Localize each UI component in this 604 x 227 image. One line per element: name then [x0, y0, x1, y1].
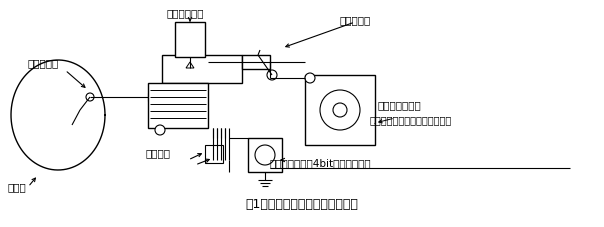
- Bar: [148, 83, 208, 128]
- Text: 電動シリンダ: 電動シリンダ: [166, 8, 204, 18]
- Circle shape: [333, 103, 347, 117]
- Bar: [205, 145, 223, 163]
- Circle shape: [155, 125, 165, 135]
- Text: コントローラ（4bitコードＳＷ）: コントローラ（4bitコードＳＷ）: [270, 158, 371, 168]
- Text: 動作ＳＷ: 動作ＳＷ: [145, 148, 170, 158]
- Text: 図1　耕深・作業速度の制御方式: 図1 耕深・作業速度の制御方式: [246, 198, 358, 211]
- Circle shape: [320, 90, 360, 130]
- Bar: [175, 22, 205, 57]
- Text: 作業機ヒッチの: 作業機ヒッチの: [378, 100, 422, 110]
- Circle shape: [86, 93, 94, 101]
- Text: ポジションコントロールバルブ: ポジションコントロールバルブ: [370, 115, 452, 125]
- Circle shape: [255, 145, 275, 165]
- Bar: [305, 75, 375, 145]
- Polygon shape: [186, 62, 194, 68]
- Bar: [162, 55, 242, 83]
- Text: 昇降レバー: 昇降レバー: [340, 15, 371, 25]
- Text: ＨＳＴ: ＨＳＴ: [8, 182, 27, 192]
- Bar: [242, 55, 270, 69]
- Bar: [148, 93, 162, 101]
- Circle shape: [305, 73, 315, 83]
- Text: 変速レバー: 変速レバー: [28, 58, 59, 68]
- Bar: [248, 138, 282, 172]
- Circle shape: [267, 70, 277, 80]
